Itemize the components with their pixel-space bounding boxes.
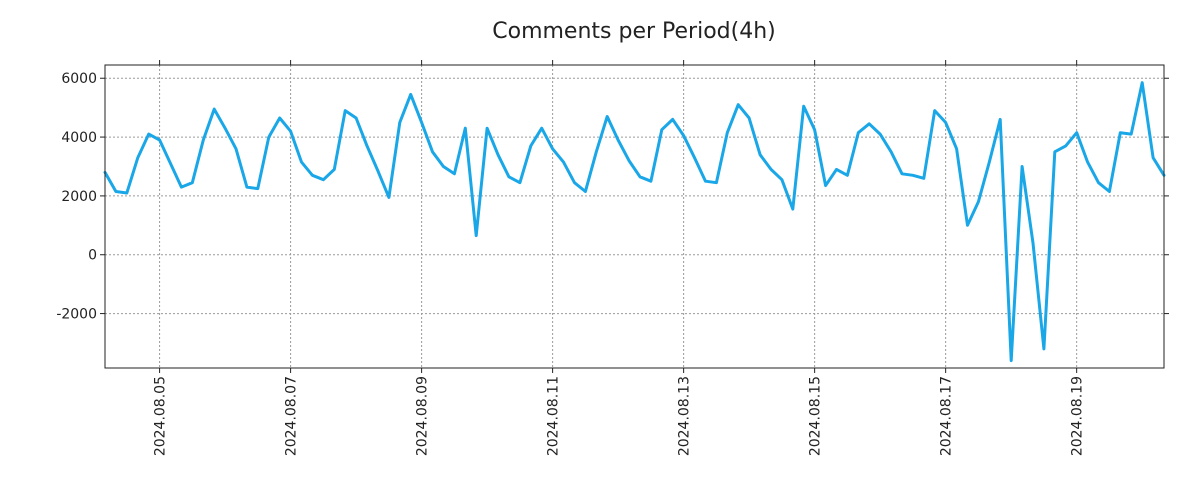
- grid-layer: [105, 65, 1164, 368]
- y-tick-label: 0: [88, 248, 97, 264]
- series-line-comments: [103, 81, 1166, 363]
- y-tick-label: 2000: [61, 189, 97, 205]
- x-tick-label: 2024.08.11: [546, 376, 562, 456]
- chart-title: Comments per Period(4h): [492, 19, 776, 44]
- x-tick-label: 2024.08.13: [677, 376, 693, 456]
- x-tick-label: 2024.08.07: [284, 376, 300, 456]
- x-tick-label: 2024.08.19: [1070, 376, 1086, 456]
- x-tick-label: 2024.08.15: [808, 376, 824, 456]
- x-tick-label: 2024.08.17: [939, 376, 955, 456]
- y-axis: 6000 4000 2000 0 -2000: [56, 71, 1169, 323]
- x-axis: 2024.08.05 2024.08.07 2024.08.09 2024.08.11…: [153, 60, 1086, 456]
- y-tick-label: -2000: [56, 307, 97, 323]
- plot-frame: [104, 64, 1165, 369]
- x-tick-label: 2024.08.09: [415, 376, 431, 456]
- x-tick-label: 2024.08.05: [153, 376, 169, 456]
- series-layer: [103, 81, 1166, 363]
- y-tick-label: 6000: [61, 71, 97, 87]
- y-tick-label: 4000: [61, 130, 97, 146]
